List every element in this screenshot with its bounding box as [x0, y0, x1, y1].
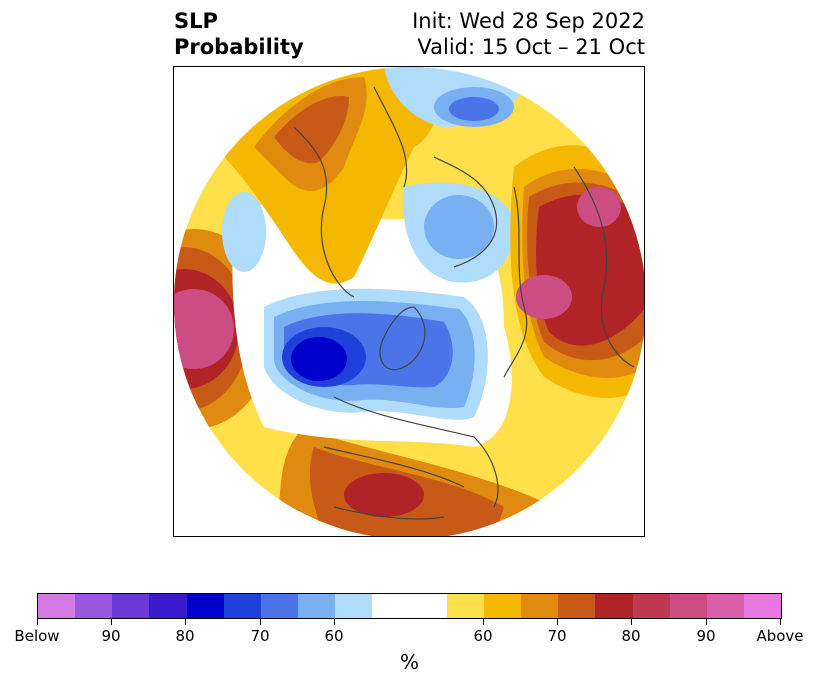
- init-date: Init: Wed 28 Sep 2022: [412, 9, 645, 33]
- colorbar-segment: [75, 594, 113, 618]
- colorbar-segment: [186, 594, 224, 618]
- colorbar-segment: [446, 594, 484, 618]
- coastlines: [293, 86, 635, 520]
- region-texas-red: [344, 473, 424, 517]
- colorbar-tick-label: Above: [756, 627, 804, 645]
- colorbar-segment: [149, 594, 187, 618]
- colorbar-tick: [557, 619, 558, 625]
- colorbar-segment: [521, 594, 559, 618]
- region-atlantic-pink: [577, 187, 621, 227]
- region-pacific-blue: [222, 192, 266, 272]
- colorbar-segment: [298, 594, 336, 618]
- region-below-90: [291, 337, 347, 381]
- colorbar-tick-label: 60: [324, 627, 344, 645]
- region-pacific-pink: [174, 289, 234, 369]
- region-siberia-core: [449, 97, 499, 121]
- region-europe-mid: [424, 195, 494, 259]
- region-asia-darkorange: [274, 96, 349, 164]
- colorbar-segment: [483, 594, 522, 618]
- colorbar-tick: [37, 619, 38, 625]
- colorbar-tick: [706, 619, 707, 625]
- colorbar-segment: [38, 594, 76, 618]
- colorbar-segment: [372, 594, 410, 618]
- valid-range: Valid: 15 Oct – 21 Oct: [417, 35, 645, 59]
- title-variable: SLP: [174, 9, 218, 33]
- probability-field: [174, 67, 644, 536]
- colorbar-segment: [743, 594, 782, 618]
- colorbar: [37, 593, 782, 619]
- colorbar-segment: [223, 594, 261, 618]
- colorbar-tick-label: 80: [621, 627, 641, 645]
- region-atlantic-pink-2: [516, 275, 572, 319]
- colorbar-tick: [631, 619, 632, 625]
- colorbar-segment: [595, 594, 633, 618]
- colorbar-segment: [558, 594, 596, 618]
- colorbar-tick-label: 80: [175, 627, 195, 645]
- colorbar-tick-label: 90: [101, 627, 121, 645]
- colorbar-segment: [706, 594, 744, 618]
- colorbar-tick: [780, 619, 781, 625]
- colorbar-tick-label: 70: [250, 627, 270, 645]
- colorbar-units: %: [399, 650, 419, 674]
- colorbar-segment: [335, 594, 373, 618]
- colorbar-tick-label: Below: [14, 627, 60, 645]
- title-right: Init: Wed 28 Sep 2022 Valid: 15 Oct – 21…: [412, 8, 645, 60]
- polar-map: [174, 67, 644, 536]
- colorbar-segment: [112, 594, 150, 618]
- colorbar-tick: [483, 619, 484, 625]
- colorbar-tick: [260, 619, 261, 625]
- colorbar-tick: [111, 619, 112, 625]
- title-left: SLP Probability: [174, 8, 304, 60]
- colorbar-segment: [260, 594, 299, 618]
- colorbar-segment: [409, 594, 447, 618]
- colorbar-tick-label: 60: [473, 627, 493, 645]
- colorbar-tick: [185, 619, 186, 625]
- colorbar-tick-label: 70: [547, 627, 567, 645]
- colorbar-tick: [334, 619, 335, 625]
- colorbar-tick-label: 90: [696, 627, 716, 645]
- map-panel: [173, 66, 645, 537]
- title-product: Probability: [174, 35, 304, 59]
- colorbar-segment: [669, 594, 707, 618]
- colorbar-segment: [632, 594, 670, 618]
